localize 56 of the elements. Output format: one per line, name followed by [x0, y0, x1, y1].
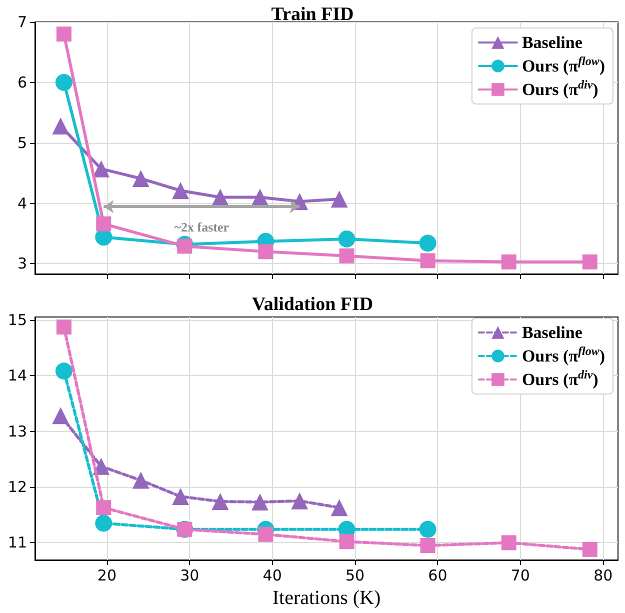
x-tick-label: 50 [345, 566, 365, 584]
point [501, 535, 516, 550]
point [339, 248, 354, 264]
point [330, 499, 348, 516]
point [338, 230, 356, 248]
chart-title: Train FID [271, 4, 354, 25]
x-tick-label: 20 [97, 566, 116, 584]
chart-title: Validation FID [252, 294, 374, 315]
point [56, 320, 72, 335]
point [582, 542, 598, 557]
point [419, 234, 436, 252]
point [339, 534, 354, 550]
legend-label: Baseline [522, 323, 583, 342]
point [55, 362, 72, 380]
point [172, 488, 190, 505]
y-tick-label: 5 [17, 134, 27, 152]
point [582, 254, 598, 270]
point [258, 526, 274, 542]
x-tick-label: 60 [428, 566, 448, 584]
point [420, 538, 436, 554]
x-axis-title: Iterations (K) [272, 587, 381, 609]
point [95, 514, 112, 532]
point [92, 160, 110, 178]
point [419, 520, 436, 538]
y-tick-label: 12 [8, 478, 27, 496]
x-tick-label: 70 [510, 566, 530, 584]
point [258, 244, 274, 260]
y-tick-label: 11 [8, 534, 27, 552]
point [52, 407, 70, 424]
y-tick-label: 4 [17, 194, 27, 212]
x-tick-label: 30 [180, 566, 200, 584]
point [55, 74, 72, 91]
point [52, 117, 70, 134]
y-tick-label: 15 [8, 310, 27, 329]
y-tick-label: 7 [17, 13, 27, 31]
x-tick-label: 40 [262, 566, 282, 584]
point [172, 182, 190, 200]
point [132, 170, 150, 188]
point [56, 26, 72, 42]
point [330, 190, 348, 208]
point [251, 494, 268, 511]
y-tick-label: 6 [17, 73, 27, 92]
point [96, 500, 112, 516]
point [212, 492, 229, 510]
point [501, 254, 516, 270]
point [132, 472, 150, 489]
annotation: ~2x faster [174, 220, 230, 235]
point [291, 492, 308, 510]
y-tick-label: 3 [17, 254, 27, 273]
x-tick-label: 80 [594, 566, 613, 584]
point [177, 238, 192, 254]
point [96, 216, 112, 232]
y-tick-label: 14 [8, 366, 27, 385]
y-tick-label: 13 [8, 422, 27, 440]
point [420, 253, 436, 268]
legend-label: Baseline [522, 33, 583, 52]
